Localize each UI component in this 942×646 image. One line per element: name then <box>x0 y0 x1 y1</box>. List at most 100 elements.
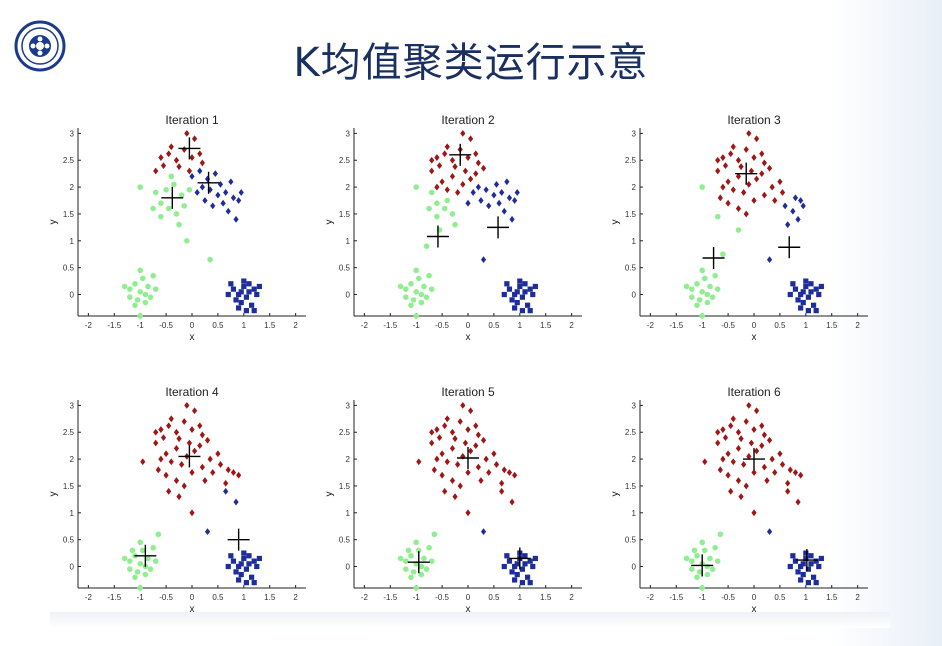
data-point-diamond <box>509 215 515 223</box>
data-point-diamond <box>798 471 804 479</box>
data-point-diamond <box>759 442 765 450</box>
data-point-diamond <box>785 479 791 487</box>
data-point-diamond <box>457 418 463 425</box>
data-point-diamond <box>238 189 244 196</box>
data-point-diamond <box>465 509 471 517</box>
data-point-diamond <box>455 189 461 196</box>
data-point-diamond <box>746 401 752 409</box>
data-point-square <box>517 278 523 284</box>
data-point-circle <box>171 181 177 188</box>
centroid-marker <box>407 551 430 574</box>
data-point-diamond <box>181 418 187 425</box>
data-point-square <box>808 553 814 559</box>
data-point-circle <box>426 272 432 279</box>
x-tick-label: 0 <box>752 593 757 602</box>
data-point-diamond <box>735 156 742 164</box>
y-tick-label: 1.5 <box>63 210 75 219</box>
data-point-diamond <box>173 156 180 164</box>
data-point-diamond <box>751 154 757 161</box>
data-point-diamond <box>467 407 474 415</box>
data-point-diamond <box>779 189 786 196</box>
data-point-diamond <box>155 466 161 474</box>
y-tick-label: 3 <box>346 129 351 138</box>
data-point-diamond <box>473 170 479 178</box>
kmeans-iterations-figure: Iteration 1 -2 -1.5 -1 -0.5 0 0.5 1 1.5 2 0 0.5 1 1.5… <box>50 113 868 615</box>
slide-title: K均值聚类运行示意 <box>293 40 649 86</box>
data-point-diamond <box>462 439 469 447</box>
data-point-diamond <box>460 129 466 137</box>
data-point-diamond <box>207 455 213 463</box>
data-point-diamond <box>434 426 440 433</box>
data-point-diamond <box>168 458 174 466</box>
data-point-square <box>803 555 809 562</box>
y-tick-label: 2.5 <box>339 156 351 165</box>
data-point-diamond <box>728 422 734 430</box>
data-point-square <box>509 297 515 303</box>
data-point-diamond <box>798 197 804 204</box>
data-point-circle <box>701 547 708 554</box>
data-point-diamond <box>769 183 775 191</box>
data-point-diamond <box>199 431 205 439</box>
data-point-square <box>256 555 262 562</box>
data-point-diamond <box>204 436 211 444</box>
data-point-diamond <box>761 191 767 199</box>
data-point-circle <box>158 213 164 220</box>
x-tick-label: 1 <box>518 593 523 602</box>
data-point-diamond <box>465 426 471 433</box>
data-point-diamond <box>452 493 458 501</box>
data-point-square <box>530 291 536 298</box>
data-point-diamond <box>759 170 765 178</box>
data-point-square <box>514 289 520 295</box>
data-point-circle <box>147 566 154 572</box>
data-point-diamond <box>189 509 195 517</box>
data-point-circle <box>403 566 409 572</box>
data-point-square <box>798 291 804 298</box>
data-point-diamond <box>153 428 159 436</box>
x-tick-label: -0.5 <box>721 593 735 602</box>
data-point-diamond <box>475 183 481 191</box>
data-point-square <box>808 561 814 567</box>
data-point-diamond <box>236 471 242 479</box>
x-tick-label: 0 <box>190 321 195 330</box>
x-tick-label: 1.5 <box>826 593 838 602</box>
data-point-diamond <box>741 461 747 468</box>
data-point-circle <box>139 275 146 282</box>
data-point-circle <box>689 294 695 300</box>
panel-title: Iteration 4 <box>165 385 219 399</box>
panel-title: Iteration 1 <box>165 113 219 127</box>
data-point-diamond <box>499 487 505 495</box>
data-point-circle <box>142 291 149 298</box>
data-point-square <box>236 291 242 298</box>
data-point-diamond <box>506 194 513 202</box>
data-point-diamond <box>493 461 500 468</box>
data-point-circle <box>132 574 138 581</box>
data-point-circle <box>418 291 425 298</box>
data-point-diamond <box>233 215 239 223</box>
data-point-diamond <box>442 422 448 430</box>
data-point-diamond <box>509 498 515 506</box>
data-point-circle <box>137 585 143 591</box>
data-point-square <box>798 577 804 583</box>
data-point-diamond <box>416 458 422 466</box>
y-tick-label: 2.5 <box>63 428 75 437</box>
data-point-circle <box>426 205 432 212</box>
data-point-diamond <box>779 461 786 468</box>
data-point-square <box>787 563 793 570</box>
data-point-diamond <box>753 135 760 143</box>
data-point-square <box>805 308 812 314</box>
y-tick-label: 2.5 <box>339 428 351 437</box>
x-tick-label: 2 <box>293 593 298 602</box>
y-tick-label: 0.5 <box>339 536 351 545</box>
data-point-diamond <box>722 434 729 441</box>
scatter-panel-2: Iteration 2 -2 -1.5 -1 -0.5 0 0.5 1 1.5 2 0 0.5 1 1.5… <box>324 113 582 343</box>
data-point-diamond <box>429 167 435 175</box>
data-point-diamond <box>480 436 487 444</box>
data-point-diamond <box>189 426 195 433</box>
x-tick-label: -2 <box>361 593 369 602</box>
data-point-diamond <box>434 154 440 161</box>
data-point-circle <box>121 555 128 562</box>
data-point-square <box>241 550 247 556</box>
data-point-square <box>790 281 796 287</box>
data-point-diamond <box>772 469 778 476</box>
data-point-diamond <box>449 156 456 164</box>
